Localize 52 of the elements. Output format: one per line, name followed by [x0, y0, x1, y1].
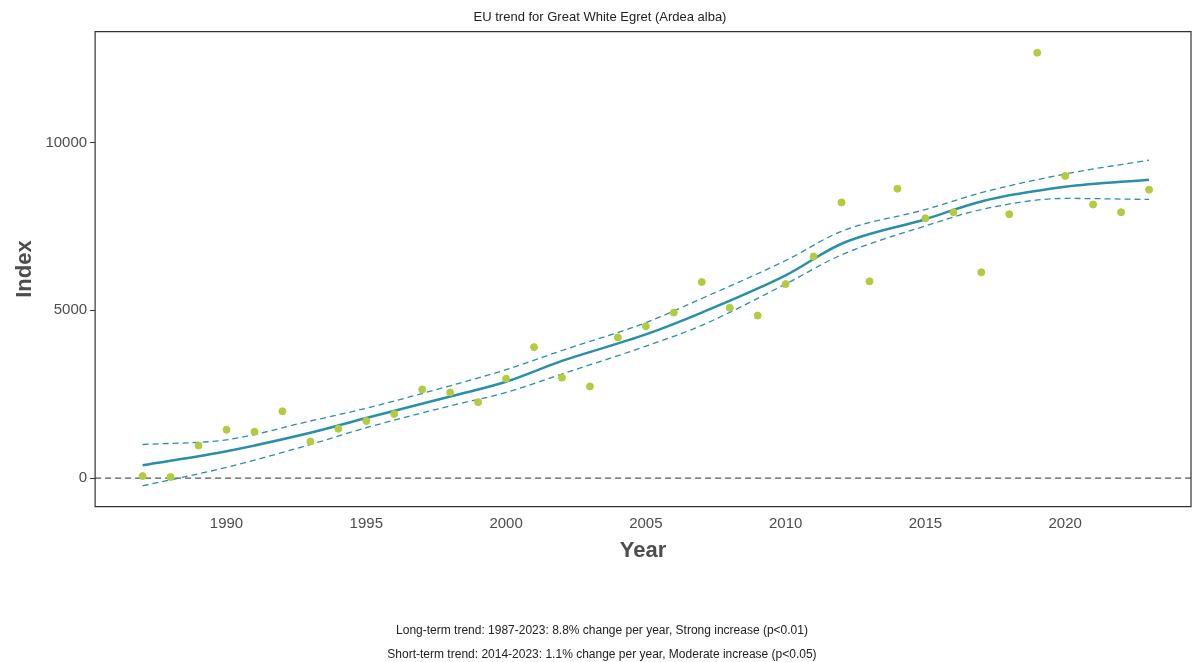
y-tick-label: 10000: [45, 132, 88, 150]
point: [949, 208, 958, 217]
point: [390, 409, 399, 418]
point: [809, 252, 818, 261]
x-tick-label: 2000: [489, 513, 523, 531]
point: [474, 398, 483, 407]
point: [446, 388, 455, 397]
point: [557, 373, 566, 382]
x-axis-title: Year: [619, 536, 667, 562]
point: [669, 308, 678, 317]
point: [250, 427, 259, 436]
point: [613, 333, 622, 342]
point: [1033, 48, 1042, 57]
text: Short-term trend: 2014-2023: 1.1% change per year, Moderate increase (p<0.05): [386, 646, 818, 662]
point: [697, 278, 706, 287]
x-tick-label: 2020: [1048, 513, 1082, 531]
y-axis-title: Index: [11, 239, 37, 298]
chart-title: EU trend for Great White Egret (Ardea alba): [473, 9, 727, 25]
point: [1061, 171, 1070, 180]
point: [1117, 208, 1126, 217]
point: [585, 382, 594, 391]
point: [753, 311, 762, 320]
x-tick-label: 2005: [629, 513, 663, 531]
point: [1089, 200, 1098, 209]
point: [1145, 185, 1154, 194]
point: [921, 214, 930, 223]
point: [502, 374, 511, 383]
text: Long-term trend: 1987-2023: 8.8% change per year, Strong increase (p<0.01): [395, 622, 809, 639]
point: [837, 198, 846, 207]
point: [1005, 210, 1014, 219]
point: [222, 425, 231, 434]
point: [306, 437, 315, 446]
point: [781, 280, 790, 289]
x-tick-label: 1995: [349, 513, 383, 531]
x-tick-label: 2015: [908, 513, 943, 531]
point: [893, 184, 902, 193]
point: [138, 472, 147, 481]
x-tick-label: 1990: [209, 513, 244, 531]
point: [977, 268, 986, 277]
point: [725, 303, 734, 312]
x-tick-label: 2010: [768, 513, 803, 531]
point: [194, 441, 203, 450]
point: [334, 424, 343, 433]
point: [530, 343, 539, 352]
point: [641, 322, 650, 331]
y-tick-label: 5000: [53, 300, 88, 318]
point: [418, 385, 427, 394]
point: [362, 417, 371, 425]
point: [166, 473, 175, 482]
y-tick-label: 0: [78, 468, 88, 486]
point: [278, 407, 287, 416]
point: [865, 277, 874, 286]
